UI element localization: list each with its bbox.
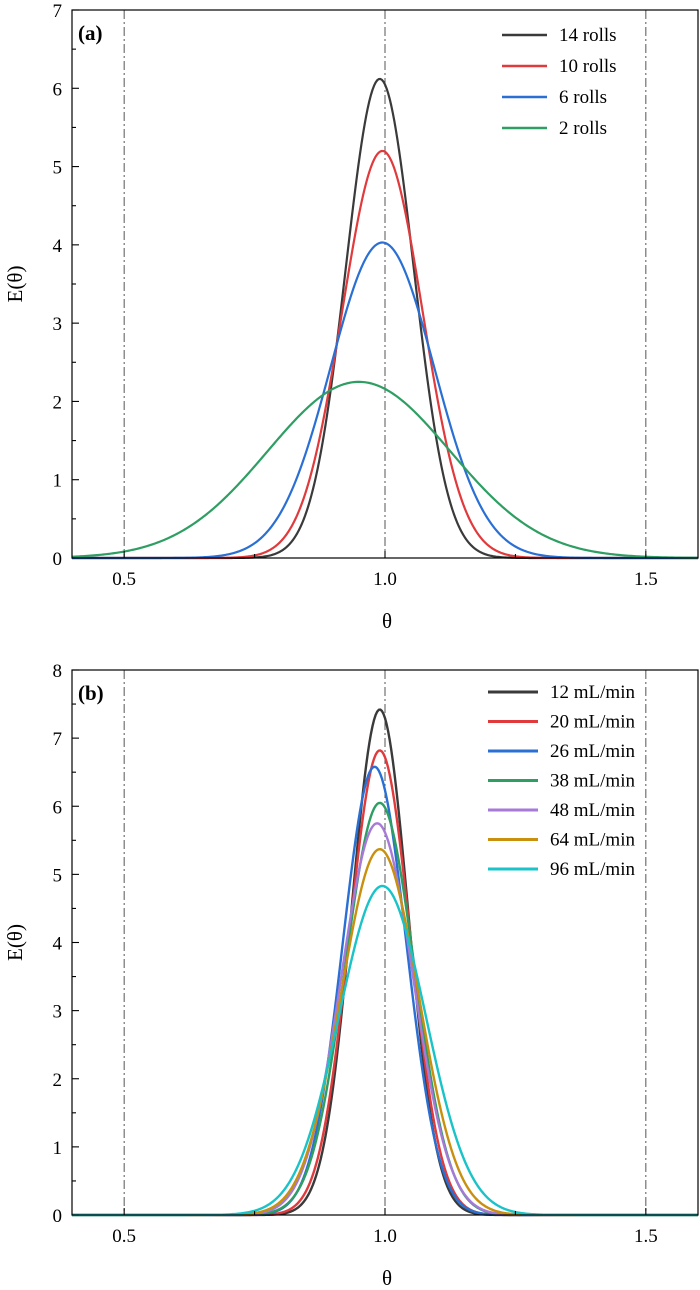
legend-label: 14 rolls <box>559 25 617 46</box>
y-axis-title: E(θ) <box>3 266 27 303</box>
y-tick-label: 1 <box>53 471 63 492</box>
legend-label: 96 mL/min <box>550 859 635 880</box>
y-tick-label: 3 <box>53 1002 63 1023</box>
legend-label: 2 rolls <box>559 118 607 139</box>
series-line-2-rolls <box>71 380 699 559</box>
y-tick-label: 8 <box>53 661 63 682</box>
y-tick-label: 2 <box>53 1070 63 1091</box>
panel-label: (a) <box>78 21 103 45</box>
y-tick-label: 7 <box>53 729 63 750</box>
y-tick-label: 5 <box>53 865 63 886</box>
y-tick-label: 6 <box>53 797 63 818</box>
legend-label: 64 mL/min <box>550 830 635 851</box>
panel-b: 0 1 2 3 4 5 6 7 8 0.5 1.0 1.5 θ E(θ) (b) 12 mL/min 20 mL… <box>3 661 699 1290</box>
y-tick-label: 0 <box>53 1206 63 1227</box>
y-tick-label: 1 <box>53 1138 63 1159</box>
panel-a: 0 1 2 3 4 5 6 7 0.5 1.0 1.5 θ E(θ) (a) 14 rolls 10 roll… <box>3 1 699 633</box>
y-tick-label: 5 <box>53 158 63 179</box>
x-axis-title: θ <box>382 1266 392 1290</box>
x-tick-label: 0.5 <box>112 1226 136 1247</box>
legend-label: 6 rolls <box>559 87 607 108</box>
legend-label: 12 mL/min <box>550 682 635 703</box>
x-tick-label: 1.5 <box>634 1226 658 1247</box>
x-tick-label: 1.0 <box>373 1226 397 1247</box>
x-axis-title: θ <box>382 609 392 633</box>
y-tick-label: 4 <box>53 934 63 955</box>
panel-label: (b) <box>78 681 104 705</box>
legend-label: 26 mL/min <box>550 741 635 762</box>
y-tick-label: 4 <box>53 236 63 257</box>
legend-label: 20 mL/min <box>550 712 635 733</box>
x-tick-label: 1.5 <box>634 569 658 590</box>
y-axis-title: E(θ) <box>3 924 27 961</box>
legend-label: 48 mL/min <box>550 800 635 821</box>
y-tick-label: 6 <box>53 79 63 100</box>
x-tick-label: 0.5 <box>112 569 136 590</box>
y-tick-label: 2 <box>53 392 63 413</box>
y-tick-label: 7 <box>53 1 63 22</box>
legend-label: 10 rolls <box>559 56 617 77</box>
legend-label: 38 mL/min <box>550 771 635 792</box>
y-tick-label: 0 <box>53 549 63 570</box>
x-tick-label: 1.0 <box>373 569 397 590</box>
y-tick-label: 3 <box>53 314 63 335</box>
